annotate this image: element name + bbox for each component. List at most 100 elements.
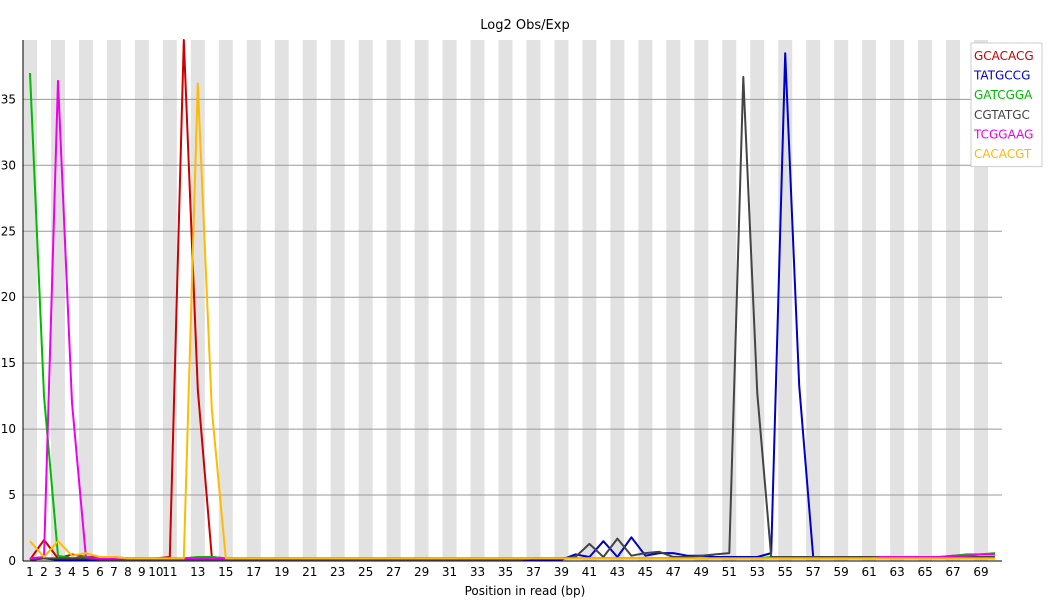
position-band [554,40,569,561]
x-tick-label: 7 [110,565,118,579]
legend-entry: TCGGAAG [973,127,1033,141]
legend-entry: GATCGGA [974,88,1033,102]
position-band [358,40,373,561]
x-tick-label: 33 [470,565,485,579]
position-band [694,40,709,561]
x-tick-label: 21 [302,565,317,579]
x-tick-label: 57 [806,565,821,579]
legend-entry: GCACACG [974,49,1034,63]
position-band [498,40,513,561]
x-tick-label: 45 [638,565,653,579]
y-tick-label: 30 [1,158,16,172]
position-band [918,40,933,561]
position-band [582,40,597,561]
position-band [190,40,205,561]
horizontal-gridlines [23,98,1002,496]
alternating-position-bands [23,40,989,561]
position-band [470,40,485,561]
position-band [974,40,989,561]
x-tick-label: 27 [386,565,401,579]
x-tick-label: 13 [190,565,205,579]
x-tick-label: 69 [973,565,988,579]
x-axis-title: Position in read (bp) [465,584,586,598]
position-band [218,40,233,561]
position-band [834,40,849,561]
x-tick-label: 41 [582,565,597,579]
x-tick-label: 31 [442,565,457,579]
x-tick-label: 29 [414,565,429,579]
x-tick-label: 53 [750,565,765,579]
position-band [442,40,457,561]
x-tick-label: 15 [218,565,233,579]
legend-entry: TATGCCG [973,69,1030,83]
chart-legend: GCACACG TATGCCG GATCGGA CGTATGC TCGGAAG CACAC… [970,42,1043,168]
position-band [890,40,905,561]
legend-entry: CGTATGC [974,108,1030,122]
position-band [162,40,177,561]
position-band [274,40,289,561]
position-band [134,40,149,561]
x-tick-label: 9 [138,565,146,579]
position-band [666,40,681,561]
legend-box [970,42,1043,168]
y-tick-label: 10 [1,422,16,436]
position-band [106,40,121,561]
axes [22,40,1002,562]
x-tick-label: 11 [162,565,177,579]
position-band [806,40,821,561]
x-tick-label: 55 [778,565,793,579]
position-band [722,40,737,561]
x-tick-label: 61 [861,565,876,579]
x-tick-label: 3 [54,565,62,579]
position-band [414,40,429,561]
x-tick-label: 2 [40,565,48,579]
legend-entry: CACACGT [974,147,1032,161]
position-band [246,40,261,561]
position-band [386,40,401,561]
x-tick-label: 65 [917,565,932,579]
position-band [610,40,625,561]
series-line-cacacgt [29,82,995,560]
position-band [23,40,37,561]
position-band [50,40,65,561]
x-tick-label: 43 [610,565,625,579]
position-band [302,40,317,561]
x-tick-label: 51 [722,565,737,579]
position-band [778,40,793,561]
x-tick-label: 35 [498,565,513,579]
x-tick-label: 67 [945,565,960,579]
x-tick-label: 17 [246,565,261,579]
x-tick-label: 19 [274,565,289,579]
x-tick-label: 37 [526,565,541,579]
x-tick-label: 59 [834,565,849,579]
series-lines [29,39,996,561]
x-tick-label: 10 [148,565,163,579]
x-tick-label: 63 [889,565,904,579]
series-line-cgtatgc [29,75,995,561]
x-tick-label: 6 [96,565,104,579]
y-tick-label: 5 [8,488,16,502]
position-band [862,40,877,561]
x-tick-label: 1 [26,565,34,579]
y-tick-label: 20 [1,290,16,304]
x-tick-label: 39 [554,565,569,579]
y-tick-label: 0 [8,554,16,568]
x-tick-label: 49 [694,565,709,579]
y-tick-label: 25 [1,224,16,238]
position-band [638,40,653,561]
position-band [78,40,93,561]
x-tick-label: 5 [82,565,90,579]
position-band [526,40,541,561]
y-tick-label: 15 [1,356,16,370]
y-tick-label: 35 [1,92,16,106]
x-tick-label: 8 [124,565,132,579]
x-tick-label: 47 [666,565,681,579]
x-tick-label: 4 [68,565,76,579]
position-band [330,40,345,561]
x-tick-label: 23 [330,565,345,579]
x-tick-label: 25 [358,565,373,579]
chart-title: Log2 Obs/Exp [480,18,569,33]
position-band [946,40,961,561]
